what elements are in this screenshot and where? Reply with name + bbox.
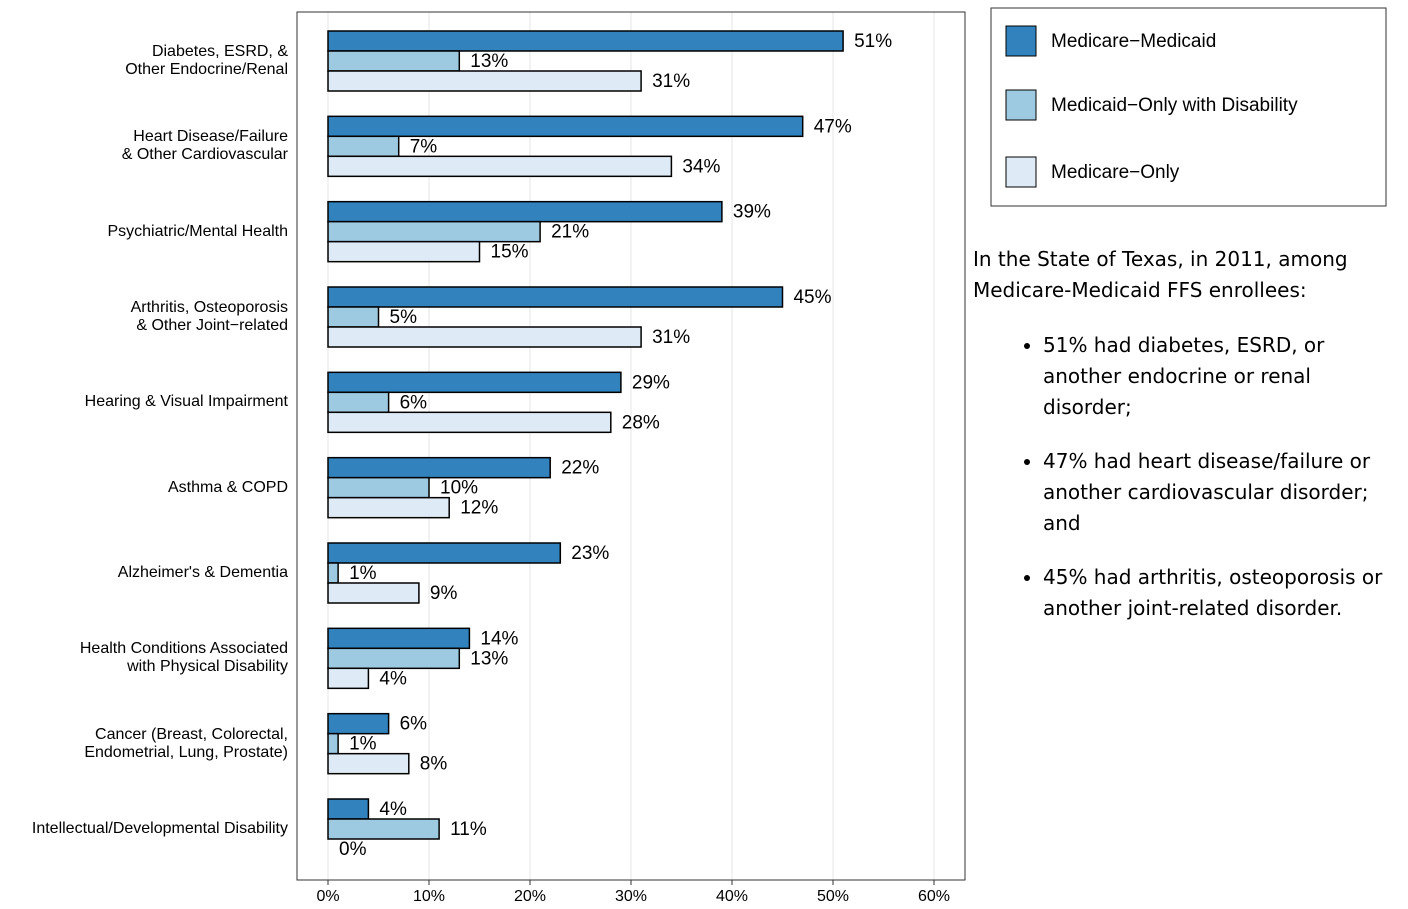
bar [327,667,370,690]
category-label: Intellectual/Developmental Disability [31,820,288,837]
bar [327,50,461,72]
summary-bullet: 51% had diabetes, ESRD, or another endoc… [1043,330,1405,423]
bar [327,476,430,499]
bar [327,752,410,775]
bar [327,155,673,178]
value-label: 39% [733,202,771,223]
legend-swatch [1005,89,1037,121]
category-label: Hearing & Visual Impairment [84,393,288,411]
bar [327,582,420,604]
plot-border [296,11,966,881]
bar [327,30,844,52]
value-label: 0% [339,839,367,860]
value-label: 31% [652,71,690,92]
bar [327,411,612,434]
summary-intro: In the State of Texas, in 2011, among Me… [973,247,1348,302]
bar [327,818,440,840]
value-label: 10% [440,478,478,499]
x-tick-label: 50% [817,888,849,905]
value-label: 1% [349,563,377,584]
legend-label: Medicare−Only [1051,162,1180,183]
bar [327,220,541,243]
category-label: Cancer (Breast, Colorectal, Endometrial,… [84,725,288,761]
category-label: Alzheimer's & Dementia [117,564,288,581]
value-label: 13% [470,51,508,72]
value-label: 4% [379,668,407,689]
legend-label: Medicare−Medicaid [1051,31,1216,52]
x-tick-label: 10% [413,888,445,905]
x-tick-label: 60% [918,888,950,905]
bar [327,306,380,328]
bar [327,798,370,820]
value-label: 15% [491,242,529,263]
value-label: 29% [632,372,670,393]
category-label: Diabetes, ESRD, & Other Endocrine/Renal [125,43,288,78]
category-label: Heart Disease/Failure & Other Cardiovasc… [121,128,288,164]
x-tick-label: 40% [716,888,748,905]
value-label: 31% [652,327,690,348]
value-label: 34% [682,156,720,177]
value-label: 45% [793,287,831,308]
legend-box [990,7,1387,207]
category-label: Arthritis, Osteoporosis & Other Joint−re… [130,299,288,334]
value-label: 5% [390,307,418,328]
legend-label: Medicaid−Only with Disability [1051,95,1298,116]
category-label: Health Conditions Associated with Physic… [79,640,288,676]
value-label: 6% [400,392,428,413]
bar [327,326,642,348]
value-label: 23% [571,543,609,564]
legend-swatch [1005,156,1037,188]
value-label: 4% [379,799,407,820]
summary-bullet: 45% had arthritis, osteoporosis or anoth… [1043,562,1405,624]
bar [327,456,551,479]
value-label: 7% [410,136,438,157]
summary: In the State of Texas, in 2011, among Me… [973,244,1405,647]
category-label: Asthma & COPD [167,478,288,496]
bar [327,647,461,670]
bar [327,135,400,158]
value-label: 1% [349,734,377,755]
value-label: 13% [470,648,508,669]
value-label: 47% [814,116,852,137]
bar [327,627,471,650]
value-label: 22% [561,458,599,479]
category-label: Psychiatric/Mental Health [107,222,288,240]
value-label: 21% [551,222,589,243]
bar [327,200,723,223]
bar [327,70,642,92]
bar [327,240,481,263]
value-label: 11% [450,819,487,840]
summary-list: 51% had diabetes, ESRD, or another endoc… [973,330,1405,624]
summary-bullet: 47% had heart disease/failure or another… [1043,446,1405,539]
x-tick-label: 20% [514,888,546,905]
bar [327,391,390,414]
bar [327,562,339,584]
value-label: 12% [460,498,498,519]
value-label: 9% [430,583,458,604]
value-label: 14% [480,628,518,649]
value-label: 8% [420,754,448,775]
bar [327,371,622,394]
bar [327,712,390,735]
bar [327,286,784,308]
bar [327,542,562,564]
x-tick-label: 30% [615,888,647,905]
bar [327,115,804,138]
bar [327,732,339,755]
value-label: 28% [622,412,660,433]
x-tick-label: 0% [316,888,339,905]
value-label: 6% [400,714,428,735]
bar [327,496,450,519]
legend-swatch [1005,25,1037,57]
value-label: 51% [854,31,892,52]
